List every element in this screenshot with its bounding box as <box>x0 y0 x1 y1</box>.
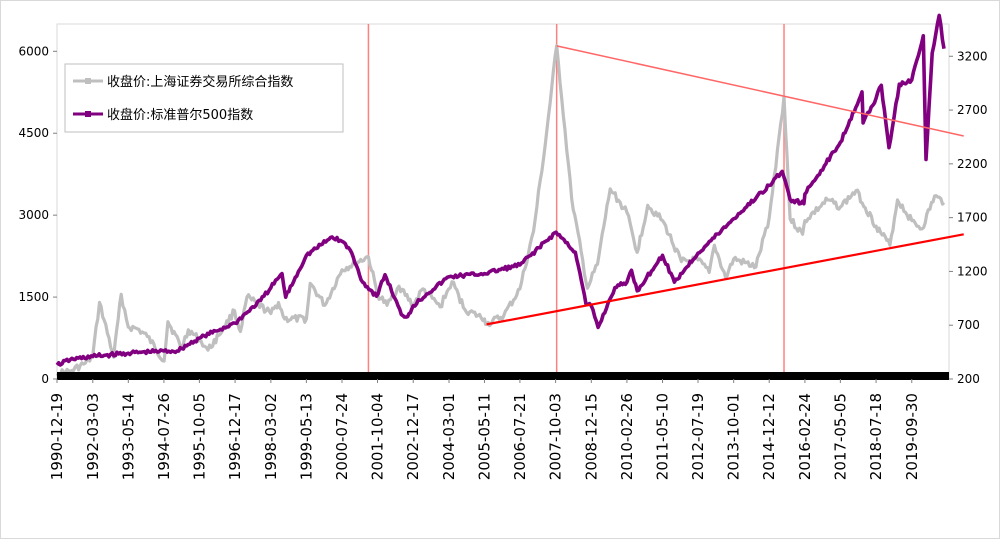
x-tick-label: 2005-05-11 <box>475 393 493 480</box>
y-left-tick-label: 0 <box>41 372 49 386</box>
y-right-tick-label: 2700 <box>957 103 988 117</box>
series-group <box>55 13 946 378</box>
y-right-tick-label: 1200 <box>957 264 988 278</box>
x-tick-label: 2017-05-05 <box>831 393 849 480</box>
y-left-tick-label: 4500 <box>18 126 49 140</box>
x-tick-label: 2016-02-24 <box>796 393 814 480</box>
x-tick-label: 2007-10-03 <box>547 393 565 480</box>
y-left-tick-label: 3000 <box>18 208 49 222</box>
x-tick-label: 1999-05-13 <box>297 393 315 480</box>
x-tick-label: 2008-12-15 <box>582 393 600 480</box>
legend-label-shanghai: 收盘价:上海证券交易所综合指数 <box>107 74 293 90</box>
trend-line-upper <box>556 45 964 137</box>
y-right-tick-label: 1700 <box>957 211 988 225</box>
series-line-shanghai <box>55 44 946 378</box>
y-left-tick-label: 1500 <box>18 290 49 304</box>
x-tick-label: 2010-02-26 <box>618 393 636 480</box>
x-tick-label: 2019-09-30 <box>903 393 921 480</box>
x-tick-label: 1996-12-17 <box>226 393 244 480</box>
series-line-sp500 <box>55 13 946 367</box>
legend-marker-shanghai <box>85 78 91 84</box>
x-tick-label: 2013-10-01 <box>725 393 743 480</box>
x-tick-label: 1994-07-26 <box>155 393 173 480</box>
y-axis-right-group: 200 700 1200 1700 2200 2700 3200 <box>949 49 988 386</box>
x-tick-label: 1993-05-14 <box>119 393 137 480</box>
x-tick-label: 1990-12-19 <box>48 393 66 480</box>
x-tick-label: 2012-07-19 <box>689 393 707 480</box>
y-right-tick-label: 200 <box>957 372 980 386</box>
y-right-tick-label: 2200 <box>957 157 988 171</box>
x-tick-label: 1995-10-05 <box>190 393 208 480</box>
x-tick-label: 1992-03-03 <box>84 393 102 480</box>
x-tick-label: 2002-12-17 <box>404 393 422 480</box>
x-axis-group: 1990-12-19 1992-03-03 1993-05-14 1994-07-26… <box>48 379 921 480</box>
y-left-tick-label: 6000 <box>18 44 49 58</box>
legend-box <box>64 63 344 133</box>
x-tick-label: 2000-07-24 <box>333 393 351 480</box>
y-right-tick-label: 3200 <box>957 49 988 63</box>
x-tick-label: 2014-12-12 <box>760 393 778 480</box>
x-tick-label: 2004-03-01 <box>440 393 458 480</box>
x-tick-label: 2011-05-10 <box>654 393 672 480</box>
x-tick-label: 1998-03-02 <box>262 393 280 480</box>
x-axis-bar <box>57 372 949 380</box>
x-tick-label: 2001-10-04 <box>369 393 387 480</box>
reference-lines-group <box>367 24 785 379</box>
trend-lines-group <box>486 45 964 326</box>
legend-label-sp500: 收盘价:标准普尔500指数 <box>107 107 253 123</box>
x-tick-label: 2018-07-18 <box>867 393 885 480</box>
legend: 收盘价:上海证券交易所综合指数 收盘价:标准普尔500指数 <box>64 63 344 133</box>
y-right-tick-label: 700 <box>957 318 980 332</box>
y-axis-left-group: 0 1500 3000 4500 6000 <box>18 44 57 386</box>
trend-line-lower <box>486 233 964 326</box>
legend-marker-sp500 <box>85 111 91 117</box>
x-tick-label: 2006-07-21 <box>511 393 529 480</box>
